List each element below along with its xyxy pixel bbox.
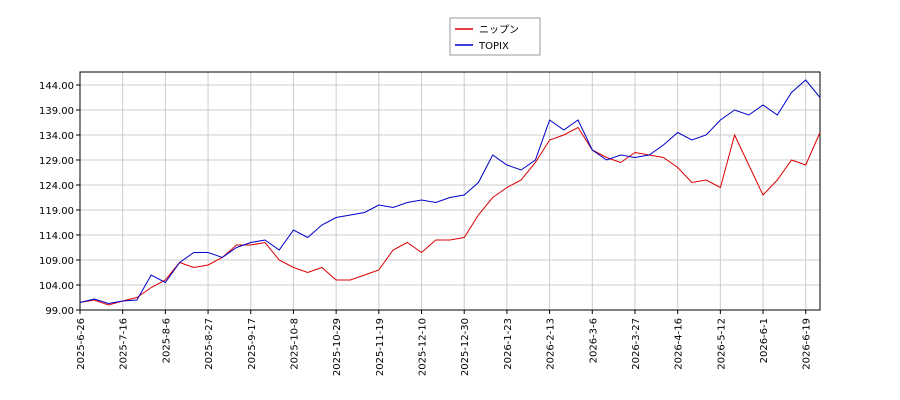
y-tick-label: 124.00: [39, 181, 74, 192]
series-line: [79, 126, 821, 306]
x-tick-label: 2025-11-19: [375, 318, 386, 376]
legend-label: TOPIX: [478, 41, 509, 52]
x-tick-label: 2026-4-16: [674, 318, 685, 370]
x-tick-label: 2025-12-30: [460, 318, 471, 376]
x-tick-label: 2025-8-6: [161, 318, 172, 363]
x-tick-label: 2026-6-1: [759, 318, 770, 363]
x-tick-label: 2026-3-6: [588, 318, 599, 363]
y-tick-label: 134.00: [39, 131, 74, 142]
y-tick-label: 104.00: [39, 281, 74, 292]
y-tick-label: 114.00: [39, 231, 74, 242]
y-tick-label: 144.00: [39, 81, 74, 92]
x-tick-label: 2025-9-17: [247, 318, 258, 370]
x-tick-label: 2025-6-26: [76, 318, 87, 370]
x-tick-label: 2026-5-12: [716, 318, 727, 370]
y-tick-label: 119.00: [39, 206, 74, 217]
legend-box: [449, 17, 541, 56]
y-tick-label: 139.00: [39, 106, 74, 117]
legend-label: ニップン: [479, 24, 519, 36]
y-tick-label: 99.00: [45, 306, 74, 317]
x-tick-label: 2025-12-10: [418, 318, 429, 376]
series-line: [79, 79, 821, 305]
plot-frame: [79, 71, 821, 311]
x-tick-label: 2025-10-29: [332, 318, 343, 376]
x-tick-label: 2026-2-13: [546, 318, 557, 370]
x-tick-label: 2026-1-23: [503, 318, 514, 370]
x-tick-label: 2026-3-27: [631, 318, 642, 370]
y-tick-label: 129.00: [39, 156, 74, 167]
x-tick-label: 2026-6-19: [802, 318, 813, 370]
y-tick-label: 109.00: [39, 256, 74, 267]
x-tick-label: 2025-8-27: [204, 318, 215, 370]
x-tick-label: 2025-7-16: [119, 318, 130, 370]
x-tick-label: 2025-10-8: [289, 318, 300, 370]
